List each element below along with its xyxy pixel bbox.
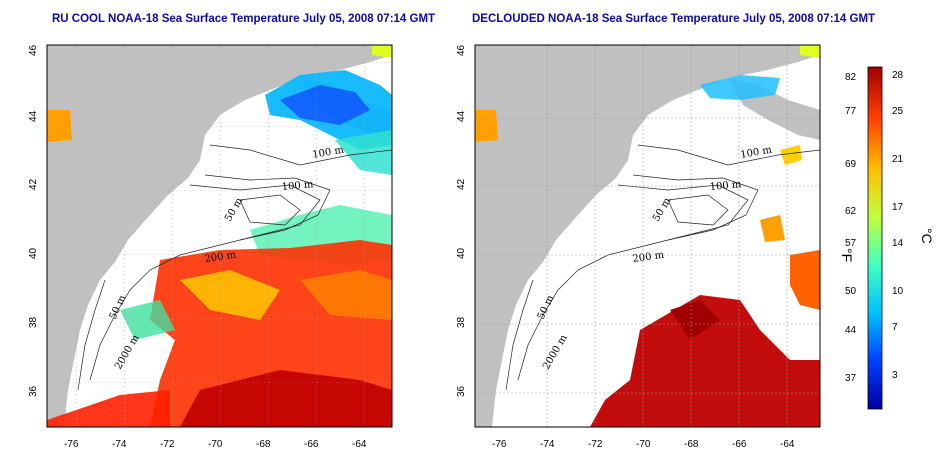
x-tick-label: -74 bbox=[112, 439, 127, 450]
x-tick-label: -68 bbox=[256, 439, 271, 450]
f-tick-label: 69 bbox=[845, 159, 857, 170]
left-x-axis: -76 -74 -72 -70 -68 -66 -64 bbox=[64, 439, 367, 450]
f-tick-label: 57 bbox=[845, 238, 857, 249]
c-tick-label: 7 bbox=[892, 322, 898, 333]
celsius-ticks: 28 25 21 17 14 10 7 3 bbox=[892, 70, 904, 381]
celsius-unit-label: °C bbox=[919, 228, 935, 244]
f-tick-label: 50 bbox=[845, 286, 857, 297]
contour-label: 200 m bbox=[204, 250, 237, 265]
y-tick-label: 40 bbox=[456, 247, 467, 259]
grid-right bbox=[475, 45, 820, 427]
sst-data-right bbox=[475, 45, 820, 427]
bathymetry-contours-right bbox=[505, 144, 820, 391]
y-tick-label: 38 bbox=[28, 316, 39, 328]
x-tick-label: -66 bbox=[732, 439, 747, 450]
c-tick-label: 17 bbox=[892, 202, 904, 213]
contour-label: 100 m bbox=[281, 179, 314, 193]
x-tick-label: -72 bbox=[588, 439, 603, 450]
y-tick-label: 38 bbox=[456, 316, 467, 328]
c-tick-label: 25 bbox=[892, 106, 904, 117]
fahrenheit-unit-label: °F bbox=[839, 248, 855, 262]
y-tick-label: 36 bbox=[28, 385, 39, 397]
y-tick-label: 42 bbox=[28, 178, 39, 190]
left-map bbox=[47, 45, 392, 427]
c-tick-label: 3 bbox=[892, 370, 898, 381]
x-tick-label: -74 bbox=[540, 439, 555, 450]
c-tick-label: 10 bbox=[892, 286, 904, 297]
left-map-frame bbox=[46, 44, 393, 428]
x-tick-label: -64 bbox=[780, 439, 795, 450]
y-tick-label: 36 bbox=[456, 385, 467, 397]
right-map bbox=[475, 45, 820, 427]
f-tick-label: 62 bbox=[845, 206, 857, 217]
land-right bbox=[475, 45, 820, 427]
f-tick-label: 82 bbox=[845, 72, 857, 83]
x-tick-label: -76 bbox=[64, 439, 79, 450]
f-tick-label: 77 bbox=[845, 106, 857, 117]
y-tick-label: 46 bbox=[456, 44, 467, 56]
x-tick-label: -68 bbox=[684, 439, 699, 450]
y-tick-label: 44 bbox=[456, 110, 467, 122]
right-y-axis: 46 44 42 40 38 36 bbox=[456, 44, 467, 397]
contour-label: 200 m bbox=[632, 250, 665, 265]
y-tick-label: 44 bbox=[28, 110, 39, 122]
c-tick-label: 14 bbox=[892, 238, 904, 249]
f-tick-label: 37 bbox=[845, 373, 857, 384]
c-tick-label: 28 bbox=[892, 70, 904, 81]
contour-label: 100 m bbox=[709, 179, 742, 193]
y-tick-label: 40 bbox=[28, 247, 39, 259]
f-tick-label: 44 bbox=[845, 325, 857, 336]
y-tick-label: 42 bbox=[456, 178, 467, 190]
c-tick-label: 21 bbox=[892, 154, 904, 165]
right-panel-title: DECLOUDED NOAA-18 Sea Surface Temperatur… bbox=[472, 13, 876, 25]
temperature-colorbar: 82 77 69 62 57 50 44 37 28 25 21 17 14 1… bbox=[839, 66, 935, 410]
right-map-frame bbox=[474, 44, 821, 428]
x-tick-label: -70 bbox=[636, 439, 651, 450]
colorbar-gradient bbox=[867, 66, 883, 410]
x-tick-label: -70 bbox=[208, 439, 223, 450]
x-tick-label: -72 bbox=[160, 439, 175, 450]
left-y-axis: 46 44 42 40 38 36 bbox=[28, 44, 39, 397]
left-panel-title: RU COOL NOAA-18 Sea Surface Temperature … bbox=[52, 13, 436, 25]
fahrenheit-ticks: 82 77 69 62 57 50 44 37 bbox=[845, 72, 857, 384]
x-tick-label: -76 bbox=[492, 439, 507, 450]
x-tick-label: -66 bbox=[304, 439, 319, 450]
y-tick-label: 46 bbox=[28, 44, 39, 56]
right-x-axis: -76 -74 -72 -70 -68 -66 -64 bbox=[492, 439, 795, 450]
x-tick-label: -64 bbox=[352, 439, 367, 450]
